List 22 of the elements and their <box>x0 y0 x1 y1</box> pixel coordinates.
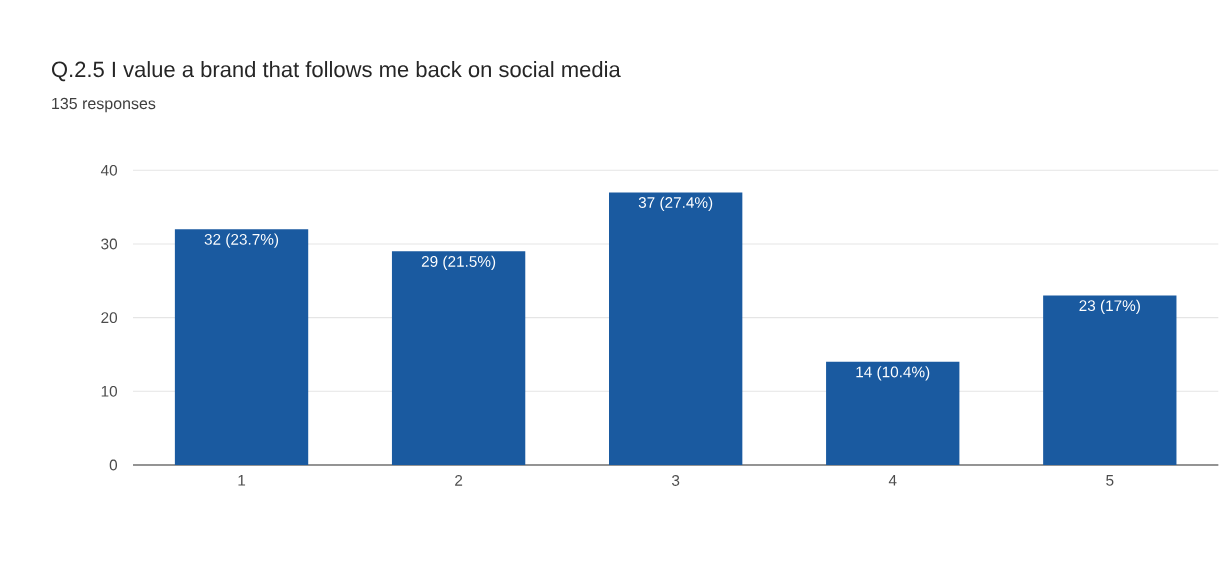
data-label: 37 (27.4%) <box>638 196 713 211</box>
data-label: 29 (21.5%) <box>421 255 496 270</box>
y-tick-label: 30 <box>101 238 118 250</box>
y-tick-label: 20 <box>101 312 118 324</box>
y-tick-label: 10 <box>101 385 118 397</box>
bar <box>609 192 743 465</box>
x-tick-label: 1 <box>238 475 246 486</box>
x-tick-label: 3 <box>671 475 680 486</box>
data-label: 23 (17%) <box>1079 299 1140 315</box>
y-tick-label: 40 <box>100 164 118 176</box>
bar <box>174 229 309 465</box>
bar <box>391 251 526 465</box>
data-label: 14 (10.4%) <box>856 366 930 381</box>
x-tick-label: 5 <box>1106 475 1114 486</box>
x-tick-label: 4 <box>888 475 897 486</box>
chart-subtitle: 135 responses <box>52 97 156 113</box>
data-label: 32 (23.7%) <box>204 233 279 248</box>
chart-title: Q.2.5 I value a brand that follows me back on social media <box>51 61 621 82</box>
y-tick-label: 0 <box>109 459 118 471</box>
bar <box>1043 295 1177 465</box>
x-tick-label: 2 <box>455 475 463 486</box>
bar <box>826 361 960 465</box>
